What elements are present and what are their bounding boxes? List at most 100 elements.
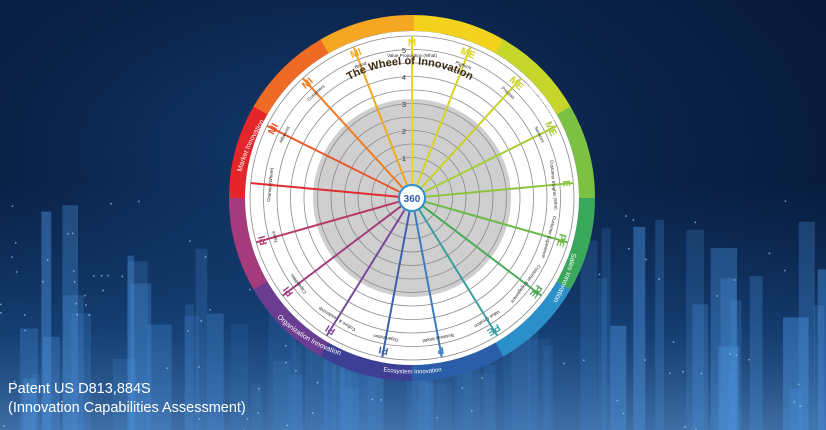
window-light bbox=[658, 278, 660, 280]
window-light bbox=[672, 341, 675, 343]
building bbox=[19, 328, 39, 430]
window-light bbox=[258, 387, 260, 390]
rim-segment bbox=[229, 104, 269, 198]
spoke-label: Brand bbox=[354, 60, 367, 69]
building bbox=[720, 278, 737, 430]
building bbox=[783, 317, 809, 430]
window-light bbox=[700, 372, 703, 375]
building bbox=[195, 248, 208, 430]
scale-labels: 1 2 3 4 5 bbox=[402, 46, 406, 163]
caption-patent: Patent US D813,884S bbox=[8, 381, 151, 397]
scale-number: 4 bbox=[402, 73, 406, 82]
building bbox=[272, 360, 291, 430]
window-light bbox=[793, 401, 796, 403]
window-light bbox=[93, 275, 95, 277]
spoke-code: ME bbox=[459, 46, 477, 62]
window-light bbox=[67, 233, 69, 235]
caption-subtitle: (Innovation Capabilities Assessment) bbox=[8, 400, 246, 416]
building bbox=[633, 226, 646, 430]
window-light bbox=[380, 399, 382, 401]
building bbox=[814, 305, 824, 430]
spoke-line bbox=[413, 211, 443, 358]
window-light bbox=[166, 367, 168, 369]
spoke-code: PI bbox=[378, 344, 390, 357]
window-light bbox=[198, 418, 201, 420]
scale-number: 1 bbox=[402, 154, 406, 163]
rim-segment bbox=[410, 342, 504, 381]
window-light bbox=[768, 252, 771, 255]
spoke-line bbox=[420, 77, 522, 189]
building bbox=[304, 301, 312, 430]
window-light bbox=[246, 418, 249, 420]
spoke-line bbox=[325, 209, 406, 337]
building bbox=[790, 388, 802, 430]
window-light bbox=[733, 279, 736, 281]
building bbox=[817, 269, 826, 430]
window-light bbox=[0, 303, 2, 306]
spoke-line bbox=[416, 46, 472, 186]
building bbox=[291, 329, 304, 430]
window-light bbox=[748, 358, 750, 361]
building bbox=[749, 276, 763, 430]
building bbox=[207, 313, 224, 430]
building bbox=[230, 324, 249, 430]
rim-segment bbox=[556, 106, 595, 200]
window-light bbox=[628, 248, 630, 250]
window-light bbox=[24, 329, 26, 332]
window-light bbox=[470, 410, 473, 412]
window-light bbox=[481, 377, 483, 379]
building bbox=[184, 304, 194, 430]
building bbox=[127, 261, 148, 430]
building bbox=[418, 375, 435, 430]
building bbox=[364, 373, 384, 430]
window-light bbox=[784, 269, 786, 272]
building bbox=[798, 221, 815, 430]
building bbox=[62, 205, 79, 430]
window-light bbox=[13, 380, 16, 383]
window-light bbox=[0, 312, 2, 314]
window-light bbox=[694, 221, 697, 224]
building bbox=[184, 315, 200, 430]
window-light bbox=[23, 314, 26, 316]
window-light bbox=[11, 256, 13, 258]
spoke-code: PE bbox=[553, 232, 567, 248]
window-light bbox=[140, 383, 142, 385]
spoke-code: PI bbox=[257, 234, 270, 246]
building bbox=[730, 300, 742, 430]
spoke-line bbox=[250, 182, 399, 198]
building bbox=[30, 374, 41, 430]
window-light bbox=[75, 302, 78, 305]
spoke-line bbox=[425, 182, 574, 198]
window-light bbox=[189, 240, 191, 242]
window-light bbox=[3, 425, 5, 427]
color-rim bbox=[229, 14, 595, 381]
building bbox=[130, 283, 152, 430]
window-light bbox=[312, 412, 314, 414]
window-light bbox=[729, 353, 731, 355]
window-light bbox=[15, 242, 17, 244]
rim-segment bbox=[318, 341, 412, 381]
scale-number: 3 bbox=[402, 100, 406, 109]
window-light bbox=[88, 314, 90, 316]
spoke-label: Talent bbox=[271, 230, 279, 244]
window-light bbox=[110, 202, 112, 205]
arc-label-bottom: Ecosystem Innovation bbox=[383, 367, 442, 375]
window-light bbox=[73, 281, 76, 283]
window-light bbox=[735, 354, 738, 357]
window-light bbox=[684, 426, 687, 428]
scale-number: 2 bbox=[402, 127, 406, 136]
center-hub bbox=[398, 184, 426, 212]
spokes bbox=[250, 36, 574, 358]
building bbox=[610, 325, 627, 430]
building bbox=[289, 374, 303, 430]
building bbox=[435, 330, 447, 430]
window-light bbox=[799, 405, 802, 407]
building bbox=[340, 373, 365, 430]
building bbox=[41, 211, 52, 430]
window-light bbox=[138, 200, 140, 203]
building bbox=[463, 368, 481, 430]
building bbox=[727, 374, 736, 430]
building bbox=[580, 240, 598, 430]
spoke-label: Value Proposition (What) bbox=[387, 53, 437, 58]
